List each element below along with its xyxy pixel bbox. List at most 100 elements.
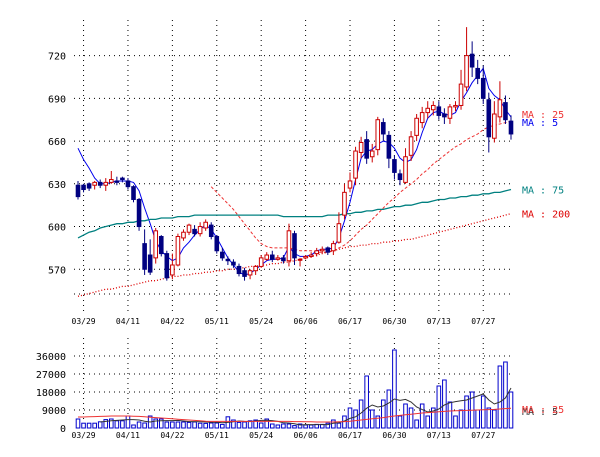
candle-body <box>342 191 347 216</box>
price-x-axis: 03/29 04/11 04/22 05/11 05/24 06/06 06/17 06/30… <box>72 317 496 326</box>
volume-bar <box>158 418 164 429</box>
candle-body <box>392 159 397 173</box>
candle-body <box>142 243 147 270</box>
volume-bar <box>97 421 103 429</box>
volume-bar <box>236 421 242 429</box>
volume-bar <box>419 403 425 429</box>
candle-body <box>492 113 497 139</box>
candle-body <box>236 265 242 275</box>
volume-bar <box>353 409 358 429</box>
price-ma-line <box>210 120 512 253</box>
candle-body <box>480 77 486 99</box>
candle-body <box>225 258 231 262</box>
candle-body <box>308 254 314 257</box>
volume-bar <box>197 422 203 429</box>
candle-body <box>97 181 103 186</box>
candle-body <box>336 223 342 243</box>
candle-body <box>164 253 170 279</box>
volume-tick-label: 27000 <box>36 370 66 381</box>
ma-legend-label: MA : 25 <box>522 110 564 121</box>
volume-date-label: 06/06 <box>294 431 318 440</box>
price-date-label: 03/29 <box>72 317 96 326</box>
volume-bar <box>153 418 159 429</box>
volume-bar <box>325 422 331 429</box>
volume-bar <box>186 421 192 429</box>
volume-bar <box>436 385 442 429</box>
price-date-label: 05/11 <box>205 317 229 326</box>
volume-y-axis: 0 9000 18000 27000 36000 <box>36 352 66 435</box>
volume-bar <box>458 409 464 429</box>
price-date-label: 07/13 <box>427 317 451 326</box>
volume-bar <box>381 399 386 429</box>
volume-bar <box>447 401 453 429</box>
volume-bar <box>208 422 214 429</box>
candle-body <box>353 150 358 179</box>
volume-bar <box>392 349 397 429</box>
volume-date-label: 05/24 <box>249 431 273 440</box>
candle-body <box>147 254 153 273</box>
volume-bar <box>75 418 81 429</box>
volume-bar <box>214 422 220 429</box>
volume-bar <box>275 424 281 429</box>
volume-bar <box>142 422 147 429</box>
volume-bar <box>464 395 469 429</box>
candle-body <box>186 224 192 233</box>
candle-body <box>375 119 381 151</box>
candle-body <box>269 254 275 260</box>
candle-body <box>469 53 475 68</box>
candle-body <box>281 257 286 262</box>
volume-bar <box>375 415 381 429</box>
volume-ma-legend: MA : 5MA : 25 <box>522 405 564 418</box>
candle-body <box>475 67 480 79</box>
candle-body <box>253 265 258 272</box>
volume-bar <box>486 407 492 429</box>
candle-body <box>153 230 159 259</box>
ma-legend-label: MA : 200 <box>522 210 570 221</box>
price-tick-label: 600 <box>48 223 66 234</box>
volume-bar <box>181 421 186 429</box>
volume-bar <box>103 419 109 429</box>
candle-body <box>114 180 120 183</box>
volume-date-label: 06/17 <box>338 431 362 440</box>
price-tick-label: 570 <box>48 265 66 276</box>
candle-body <box>430 104 436 111</box>
volume-tick-label: 0 <box>60 424 66 435</box>
price-ma-line <box>77 188 512 239</box>
candle-body <box>414 117 419 136</box>
volume-bar <box>303 424 308 429</box>
volume-bar <box>192 421 197 429</box>
candle-body <box>297 258 303 261</box>
candle-body <box>325 247 331 253</box>
volume-date-label: 07/13 <box>427 431 451 440</box>
volume-x-axis: 03/29 04/11 04/22 05/11 05/24 06/06 06/17 06/30… <box>72 431 496 440</box>
price-tick-label: 690 <box>48 94 66 105</box>
volume-bar <box>408 407 414 429</box>
candle-body <box>331 243 336 252</box>
candle-body <box>103 181 109 186</box>
price-tick-label: 630 <box>48 180 66 191</box>
price-date-label: 05/24 <box>249 317 273 326</box>
volume-bar <box>386 389 392 429</box>
volume-bar <box>242 421 247 429</box>
volume-bar <box>231 419 236 429</box>
candle-body <box>442 113 447 118</box>
candle-body <box>436 106 442 116</box>
price-date-label: 04/11 <box>116 317 140 326</box>
volume-bar <box>297 423 303 429</box>
volume-bar <box>220 423 225 429</box>
candle-body <box>303 255 308 259</box>
volume-bar <box>175 421 181 429</box>
volume-bar <box>131 424 136 429</box>
price-date-label: 06/30 <box>382 317 406 326</box>
candle-body <box>386 134 392 159</box>
candle-body <box>292 233 297 259</box>
volume-bar <box>286 423 292 429</box>
volume-bar <box>414 419 419 429</box>
candle-body <box>286 230 292 262</box>
volume-bar <box>258 422 264 429</box>
volume-date-label: 07/27 <box>471 431 495 440</box>
candle-body <box>264 254 270 260</box>
candle-body <box>81 184 86 191</box>
volume-bar <box>480 395 486 429</box>
